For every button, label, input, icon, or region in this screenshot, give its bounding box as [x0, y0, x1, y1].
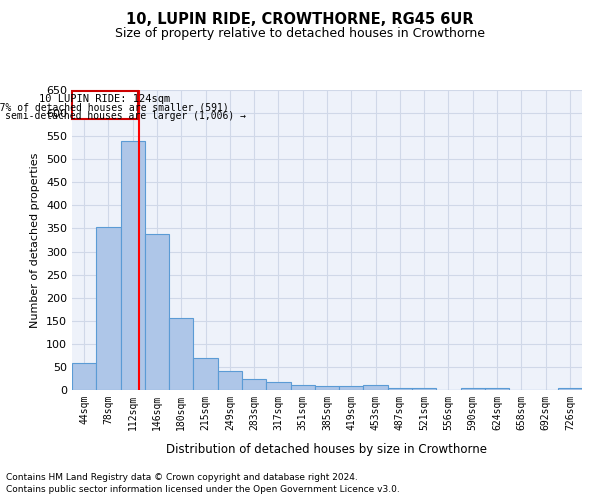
Text: 10 LUPIN RIDE: 124sqm: 10 LUPIN RIDE: 124sqm: [40, 94, 170, 104]
Bar: [315, 386, 339, 390]
Bar: [266, 382, 290, 390]
Bar: [412, 388, 436, 390]
Text: Contains public sector information licensed under the Open Government Licence v3: Contains public sector information licen…: [6, 485, 400, 494]
Bar: [339, 386, 364, 390]
Y-axis label: Number of detached properties: Number of detached properties: [31, 152, 40, 328]
Bar: [121, 141, 145, 390]
Text: Size of property relative to detached houses in Crowthorne: Size of property relative to detached ho…: [115, 28, 485, 40]
Bar: [193, 358, 218, 390]
Bar: [96, 226, 121, 390]
Bar: [364, 386, 388, 390]
Text: 63% of semi-detached houses are larger (1,006) →: 63% of semi-detached houses are larger (…: [0, 111, 246, 121]
Text: Distribution of detached houses by size in Crowthorne: Distribution of detached houses by size …: [167, 442, 487, 456]
Bar: [388, 388, 412, 390]
Bar: [485, 388, 509, 390]
Bar: [145, 234, 169, 390]
Bar: [290, 386, 315, 390]
Text: ← 37% of detached houses are smaller (591): ← 37% of detached houses are smaller (59…: [0, 102, 229, 113]
Bar: [72, 91, 138, 119]
Text: Contains HM Land Registry data © Crown copyright and database right 2024.: Contains HM Land Registry data © Crown c…: [6, 472, 358, 482]
Bar: [218, 370, 242, 390]
Text: 10, LUPIN RIDE, CROWTHORNE, RG45 6UR: 10, LUPIN RIDE, CROWTHORNE, RG45 6UR: [126, 12, 474, 28]
Bar: [558, 388, 582, 390]
Bar: [72, 363, 96, 390]
Bar: [242, 379, 266, 390]
Bar: [169, 318, 193, 390]
Bar: [461, 388, 485, 390]
